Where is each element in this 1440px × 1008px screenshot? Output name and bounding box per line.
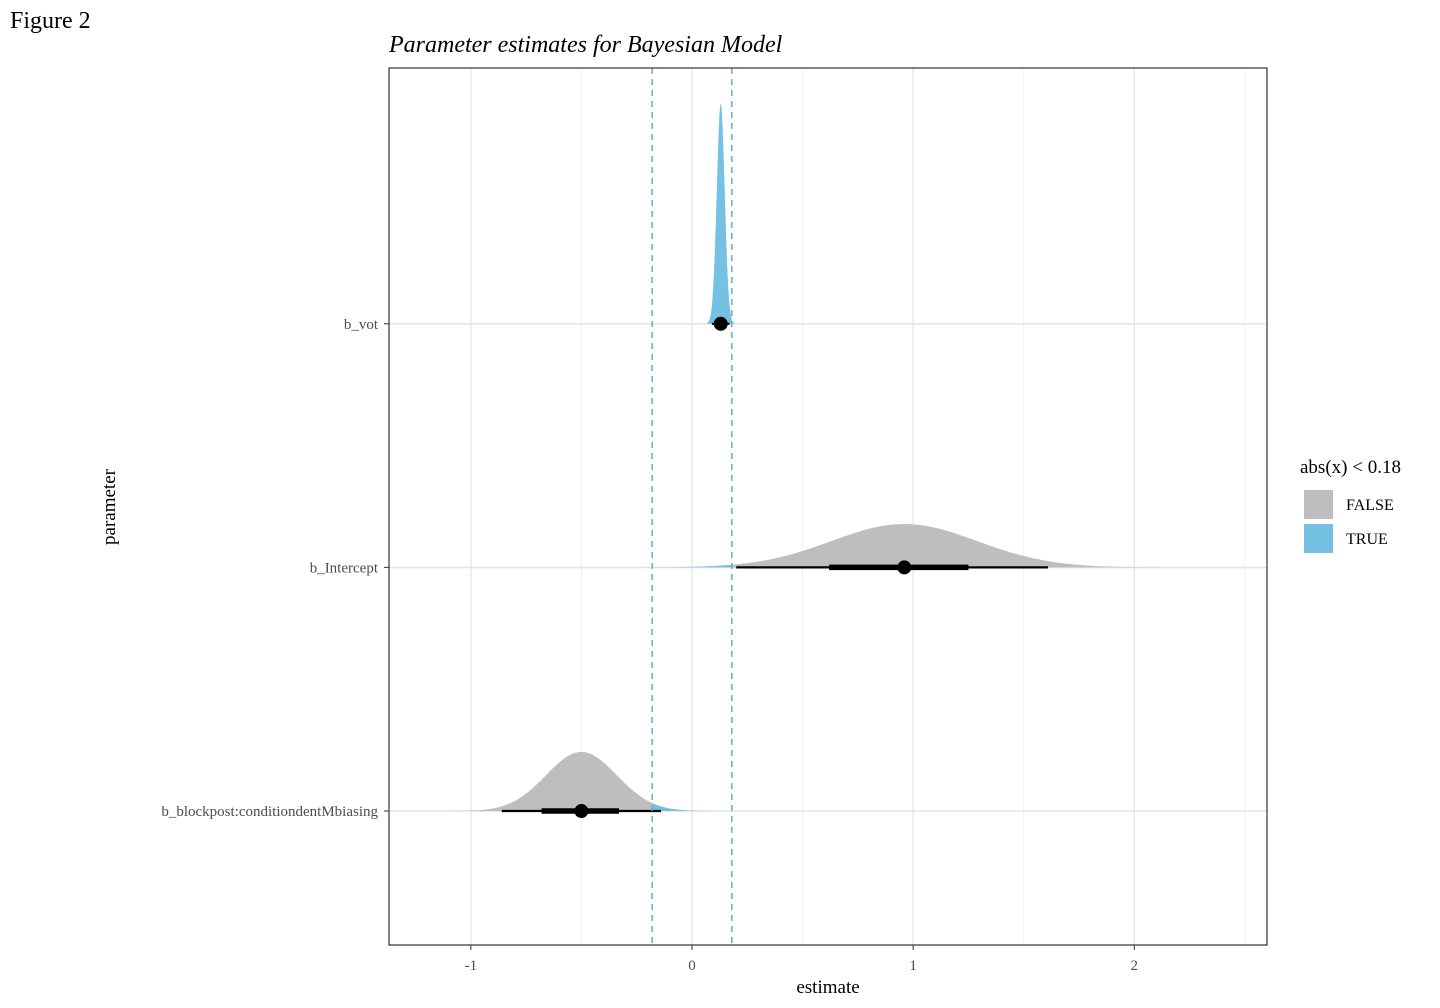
- y-tick-label: b_blockpost:conditiondentMbiasing: [161, 804, 378, 820]
- y-tick-label: b_Intercept: [310, 560, 379, 576]
- legend-label-true: TRUE: [1346, 531, 1388, 548]
- legend-label-false: FALSE: [1346, 497, 1394, 514]
- y-axis: b_blockpost:conditiondentMbiasing b_Inter…: [161, 317, 389, 820]
- rope-lines: [651, 68, 733, 945]
- y-axis-title: parameter: [99, 468, 120, 545]
- legend-key-false: [1304, 490, 1333, 519]
- x-axis: -1 0 1 2: [465, 945, 1138, 974]
- legend-entries: FALSE TRUE: [1304, 490, 1394, 553]
- x-tick-label: 2: [1131, 958, 1139, 974]
- density-b_vot: [704, 103, 732, 324]
- density-b_blockpost:conditiondentMbiasing: [432, 751, 653, 812]
- legend: abs(x) < 0.18 FALSE TRUE: [1300, 457, 1401, 553]
- point-estimate-b_blockpost:conditiondentMbiasing: [574, 804, 589, 819]
- x-tick-label: 0: [688, 958, 696, 974]
- y-tick-label: b_vot: [344, 317, 379, 333]
- density-layer: [432, 103, 1211, 812]
- x-tick-label: -1: [465, 958, 478, 974]
- density-b_blockpost:conditiondentMbiasing: [652, 803, 731, 812]
- density-b_vot: [731, 319, 738, 324]
- figure-label: Figure 2: [10, 8, 91, 34]
- legend-key-true: [1304, 524, 1333, 553]
- x-axis-title: estimate: [796, 977, 859, 998]
- x-tick-label: 1: [909, 958, 917, 974]
- panel-border: [388, 67, 1268, 946]
- plot-panel: [389, 68, 1267, 945]
- interval-layer: [501, 316, 1049, 819]
- point-estimate-b_vot: [713, 316, 728, 331]
- density-b_Intercept: [731, 524, 1211, 568]
- point-estimate-b_Intercept: [897, 560, 912, 575]
- chart-title: Parameter estimates for Bayesian Model: [388, 32, 783, 58]
- density-b_Intercept: [652, 564, 732, 568]
- legend-title: abs(x) < 0.18: [1300, 457, 1401, 478]
